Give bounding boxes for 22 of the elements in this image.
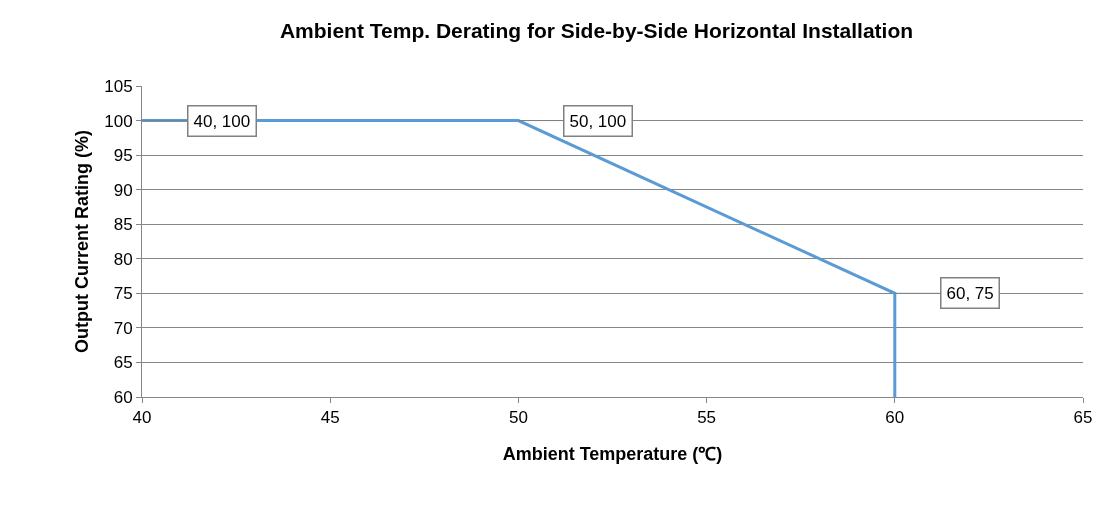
y-tick-label: 80	[113, 249, 133, 269]
y-tick-label: 90	[113, 180, 133, 200]
x-axis-title: Ambient Temperature (℃)	[502, 443, 723, 464]
x-tick-label: 40	[132, 408, 152, 428]
y-tick-label: 95	[113, 146, 133, 166]
annotation: 50, 100	[569, 111, 627, 131]
y-tick-label: 100	[104, 111, 133, 131]
x-tick-label: 45	[320, 408, 340, 428]
x-tick-label: 50	[508, 408, 528, 428]
annotation: 60, 75	[946, 283, 994, 303]
x-tick-label: 60	[885, 408, 905, 428]
annotation: 40, 100	[193, 111, 251, 131]
y-tick-label: 105	[104, 76, 133, 96]
y-tick-label: 60	[113, 387, 133, 407]
y-tick-label: 65	[113, 353, 133, 373]
chart-title: Ambient Temp. Derating for Side-by-Side Horizontal Installation	[279, 18, 914, 42]
y-tick-label: 75	[113, 284, 133, 304]
y-axis-title: Output Current Rating (%)	[72, 130, 93, 353]
y-tick-label: 85	[113, 215, 133, 235]
x-tick-label: 65	[1073, 408, 1093, 428]
x-tick-label: 55	[697, 408, 717, 428]
y-tick-label: 70	[113, 318, 133, 338]
